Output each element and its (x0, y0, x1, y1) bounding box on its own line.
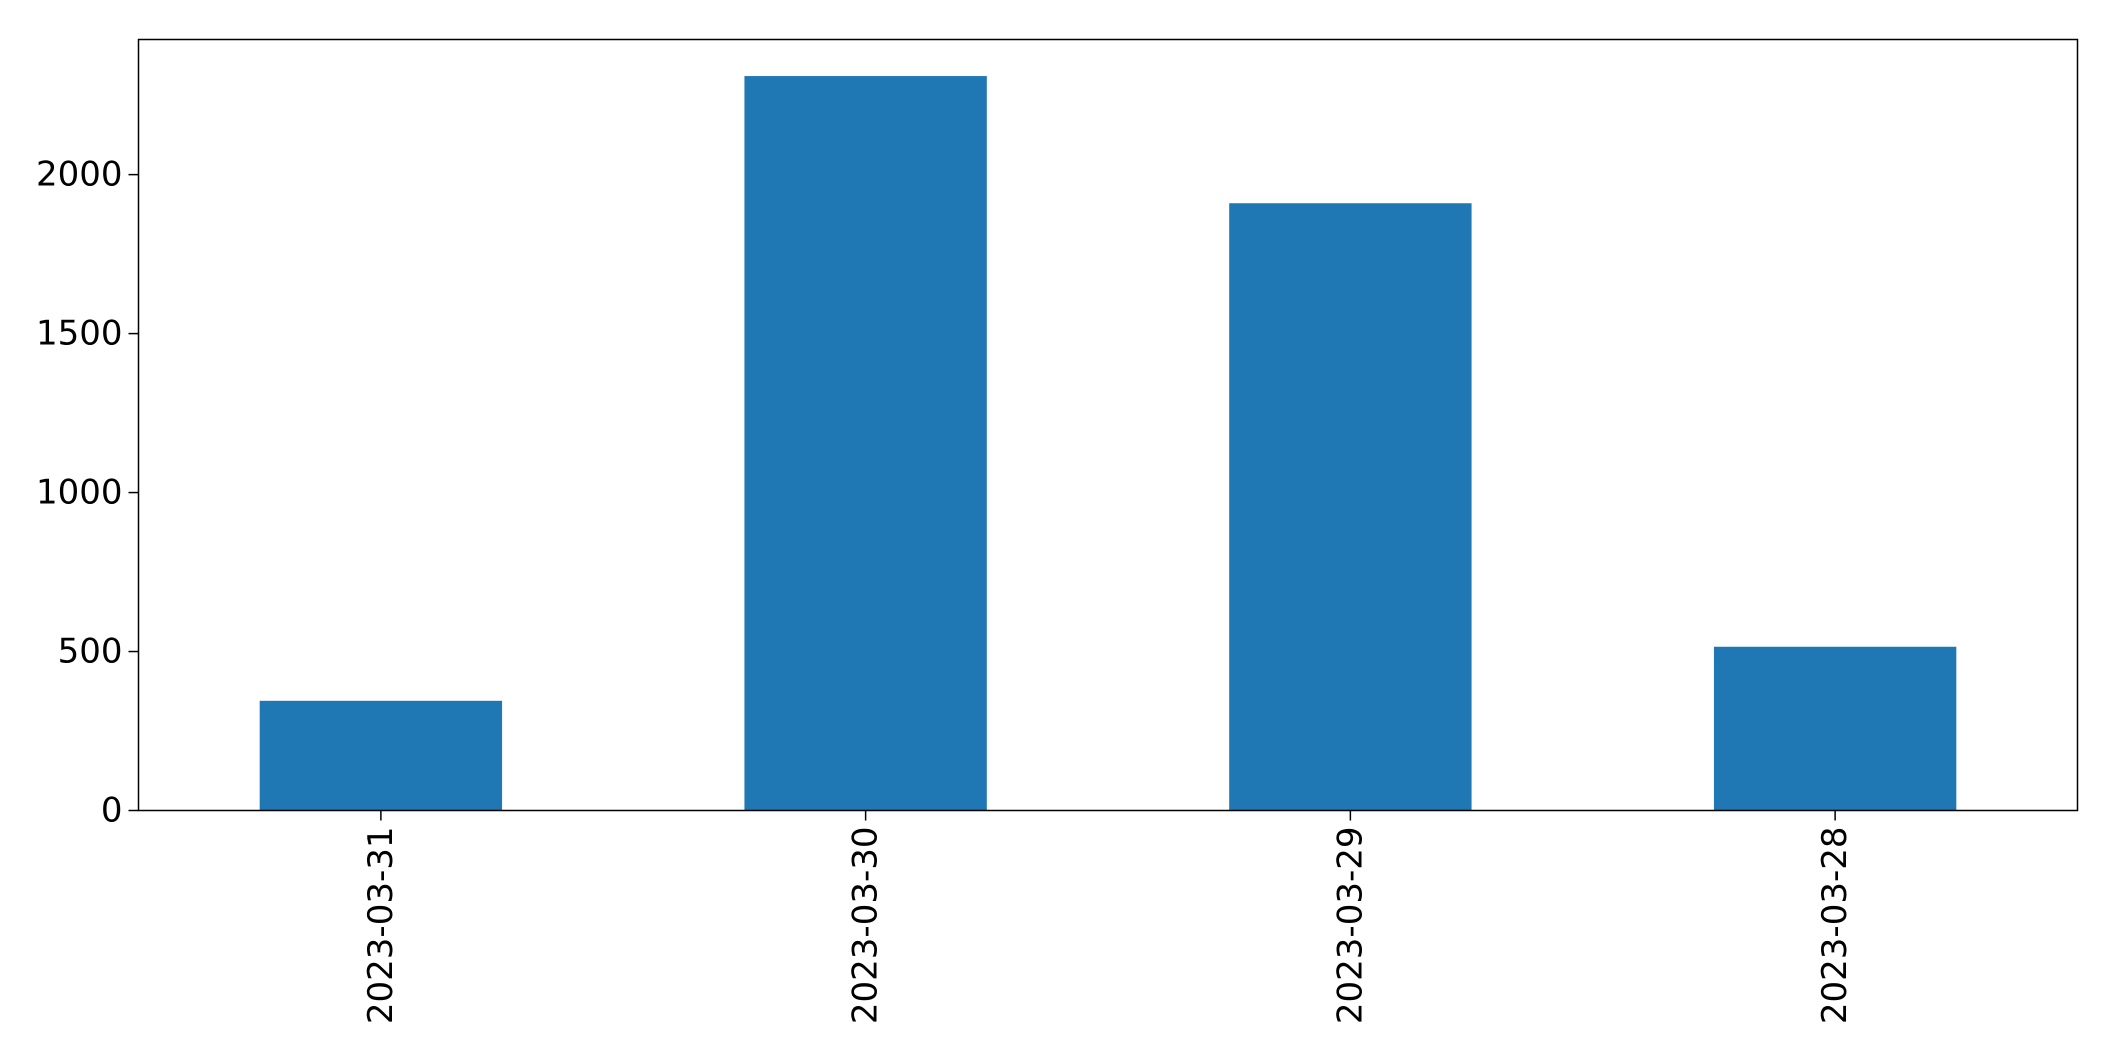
bar-2023-03-28 (1713, 646, 1957, 811)
y-tick-label: 2000 (36, 155, 123, 195)
plot-frame (137, 38, 2079, 812)
y-axis: 0 500 1000 1500 2000 (36, 155, 139, 831)
y-tick-label: 500 (58, 632, 123, 672)
x-tick-label: 2023-03-31 (361, 827, 401, 1025)
y-tick-label: 0 (101, 791, 123, 831)
bar-2023-03-31 (259, 700, 503, 811)
bars-group (259, 76, 1957, 811)
bar-2023-03-30 (744, 76, 987, 811)
x-axis: 2023-03-31 2023-03-30 2023-03-29 2023-03-28 (361, 810, 1855, 1025)
bar-2023-03-29 (1229, 203, 1472, 811)
y-tick-label: 1000 (36, 473, 123, 513)
x-tick-label: 2023-03-28 (1815, 827, 1855, 1025)
y-tick-label: 1500 (36, 314, 123, 354)
x-tick-label: 2023-03-29 (1330, 827, 1370, 1025)
x-tick-label: 2023-03-30 (846, 827, 886, 1025)
